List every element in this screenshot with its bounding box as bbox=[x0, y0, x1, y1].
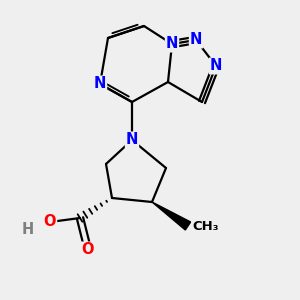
Text: O: O bbox=[82, 242, 94, 257]
Text: N: N bbox=[190, 32, 202, 47]
Text: N: N bbox=[94, 76, 106, 92]
Text: N: N bbox=[126, 133, 138, 148]
Polygon shape bbox=[152, 202, 191, 230]
Text: N: N bbox=[166, 37, 178, 52]
Text: O: O bbox=[44, 214, 56, 230]
Text: N: N bbox=[210, 58, 222, 74]
Text: CH₃: CH₃ bbox=[192, 220, 218, 232]
Text: H: H bbox=[22, 223, 34, 238]
